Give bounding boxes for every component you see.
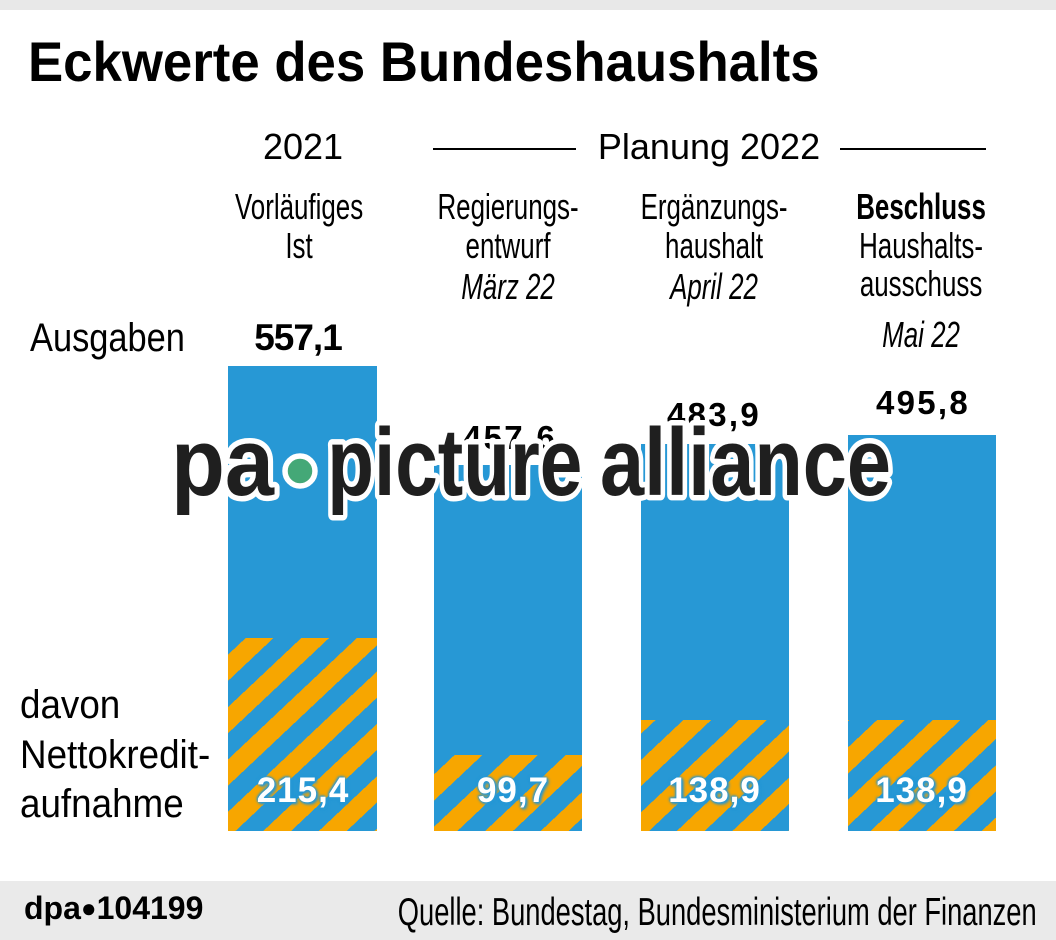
svg-text:picture: picture	[327, 409, 582, 516]
svg-text:pa: pa	[171, 409, 275, 516]
svg-text:alliance: alliance	[600, 409, 891, 516]
